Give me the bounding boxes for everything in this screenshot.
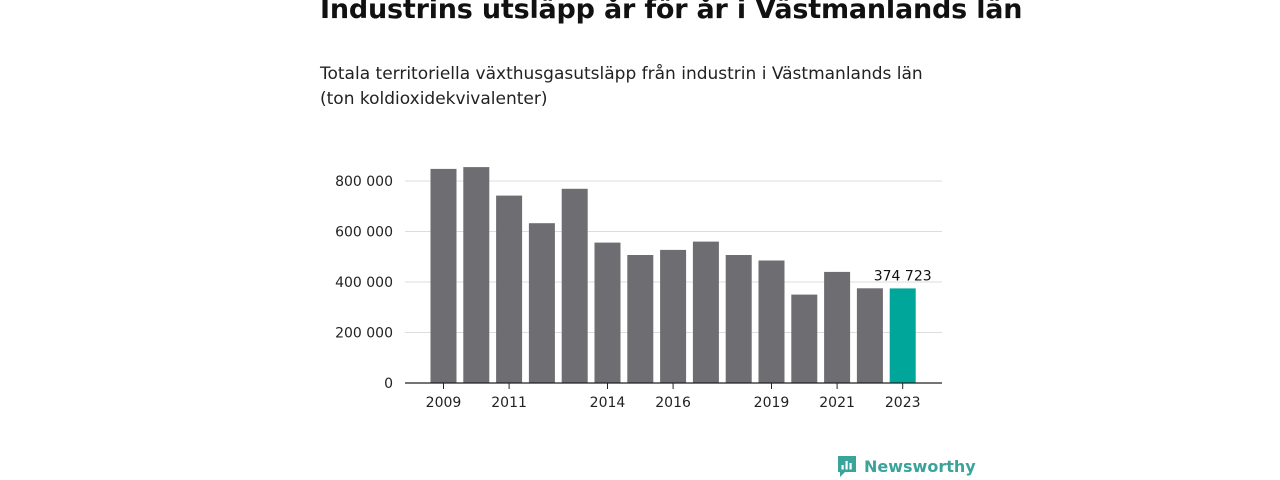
brand-logo[interactable]: Newsworthy bbox=[836, 454, 976, 478]
bar bbox=[758, 260, 785, 383]
x-tick-label: 2016 bbox=[655, 395, 691, 411]
bar bbox=[528, 223, 555, 383]
bar bbox=[660, 249, 687, 383]
y-tick-label: 800 000 bbox=[335, 174, 393, 190]
bar bbox=[463, 167, 490, 383]
x-tick-label: 2021 bbox=[819, 395, 855, 411]
bar bbox=[856, 288, 883, 383]
bar-highlight bbox=[889, 288, 916, 383]
bar bbox=[791, 294, 818, 383]
subtitle-line-1: Totala territoriella växthusgasutsläpp f… bbox=[320, 64, 923, 84]
bar bbox=[594, 242, 621, 383]
bar bbox=[725, 255, 752, 383]
bar bbox=[692, 241, 719, 383]
y-tick-label: 400 000 bbox=[335, 275, 393, 291]
x-tick-label: 2023 bbox=[885, 395, 921, 411]
brand-name: Newsworthy bbox=[864, 456, 976, 476]
bar bbox=[627, 255, 654, 383]
bars bbox=[430, 167, 916, 383]
bar bbox=[496, 195, 523, 383]
y-axis-tick-labels: 0 200 000 400 000 600 000 800 000 bbox=[335, 174, 393, 392]
annotations: 374 723 bbox=[874, 268, 932, 284]
x-tick-label: 2009 bbox=[426, 395, 462, 411]
y-tick-label: 200 000 bbox=[335, 326, 393, 342]
chart-subtitle: Totala territoriella växthusgasutsläpp f… bbox=[320, 62, 960, 112]
page-title: Industrins utsläpp år för år i Västmanla… bbox=[320, 0, 1023, 25]
bar bbox=[430, 168, 457, 383]
x-tick-label: 2019 bbox=[754, 395, 790, 411]
y-tick-label: 0 bbox=[384, 376, 393, 392]
y-tick-label: 600 000 bbox=[335, 225, 393, 241]
bar bbox=[561, 188, 588, 383]
data-label-latest: 374 723 bbox=[874, 268, 932, 284]
bar bbox=[824, 271, 851, 383]
x-axis: 2009 2011 2014 2016 2019 2021 2023 bbox=[405, 382, 942, 411]
x-tick-label: 2014 bbox=[590, 395, 626, 411]
newsworthy-logo-icon bbox=[838, 456, 856, 477]
x-tick-label: 2011 bbox=[491, 395, 527, 411]
subtitle-line-2: (ton koldioxidekvivalenter) bbox=[320, 89, 548, 109]
